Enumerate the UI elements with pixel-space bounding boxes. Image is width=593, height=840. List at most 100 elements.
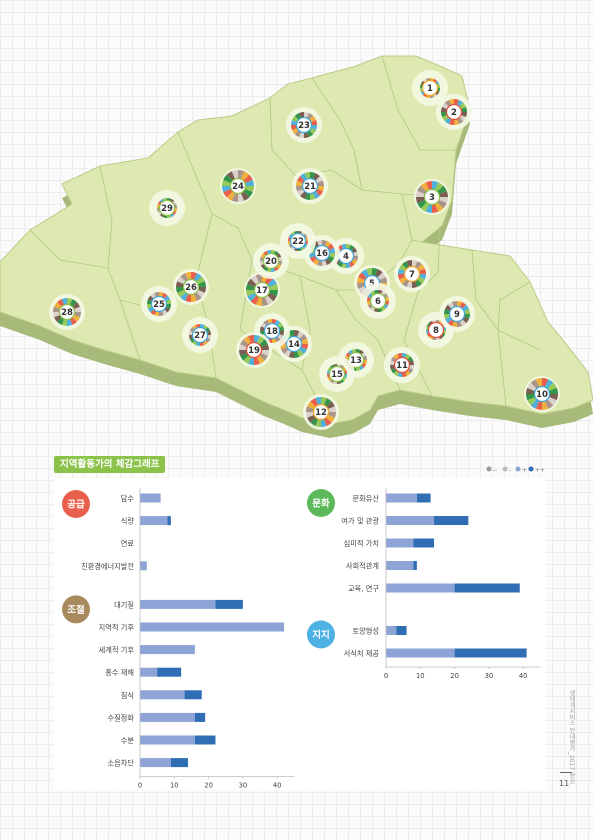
bar-segment <box>194 735 216 745</box>
bar-segment <box>140 712 195 722</box>
bar-segment <box>386 583 455 593</box>
map-marker-1: 1 <box>412 70 448 106</box>
map-marker-19: 19 <box>236 332 272 368</box>
map-marker-25: 25 <box>141 286 177 322</box>
marker-label: 22 <box>292 237 304 247</box>
bar-label: 침식 <box>121 691 134 700</box>
marker-label: 15 <box>331 370 343 380</box>
bar-label: 토양형성 <box>353 627 379 636</box>
bar-label: 사회적관계 <box>346 562 379 571</box>
marker-label: 18 <box>266 327 278 337</box>
map-marker-15: 15 <box>319 356 355 392</box>
bar-segment <box>140 493 161 503</box>
side-caption: 생태계서비스 안내평가_2017 원산 <box>568 690 575 785</box>
svg-text:공급: 공급 <box>67 500 85 511</box>
x-tick-label: 40 <box>273 782 282 790</box>
marker-label: 5 <box>369 279 375 289</box>
marker-label: 6 <box>375 297 381 307</box>
map-marker-3: 3 <box>414 179 450 215</box>
bar-segment <box>194 712 206 722</box>
marker-label: 11 <box>396 361 408 371</box>
svg-text:지지: 지지 <box>312 629 329 641</box>
bar-segment <box>434 516 469 525</box>
marker-label: 13 <box>350 356 362 366</box>
marker-label: 19 <box>248 346 260 356</box>
bar-segment <box>140 758 171 768</box>
bar-segment <box>140 645 195 655</box>
bar-segment <box>170 758 189 768</box>
svg-text:--: -- <box>493 467 497 474</box>
marker-label: 20 <box>265 257 277 267</box>
map-marker-24: 24 <box>220 168 256 204</box>
bar-segment <box>386 493 417 503</box>
map-marker-11: 11 <box>384 347 420 383</box>
map-border-line <box>497 281 541 351</box>
map-marker-22: 22 <box>280 223 316 259</box>
marker-label: 14 <box>288 340 300 350</box>
chart-panel <box>54 478 546 790</box>
marker-label: 16 <box>316 249 328 259</box>
bar-label: 친환경에너지발전 <box>81 562 134 571</box>
x-tick-label: 20 <box>204 782 213 790</box>
svg-text:+: + <box>522 467 527 474</box>
map-marker-9: 9 <box>439 296 475 332</box>
bar-segment <box>413 538 435 548</box>
svg-text:-: - <box>509 467 511 474</box>
marker-label: 2 <box>451 108 457 118</box>
bar-segment <box>140 735 195 745</box>
bar-segment <box>140 690 185 700</box>
map-border-line <box>311 77 363 191</box>
x-tick-label: 30 <box>485 672 494 680</box>
bar-label: 지역적 기후 <box>99 623 135 632</box>
bar-segment <box>140 516 168 526</box>
group-badge-문화: 문화 <box>307 489 335 517</box>
bar-segment <box>215 599 243 609</box>
x-tick-label: 30 <box>239 782 248 790</box>
bar-segment <box>386 648 455 658</box>
bar-label: 수분 <box>121 736 135 745</box>
regional-map: 1234567891011121314151617181920212223242… <box>0 55 593 438</box>
map-marker-8: 8 <box>418 312 454 348</box>
map-marker-12: 12 <box>303 394 339 430</box>
legend-item-double-plus: ++ <box>528 466 545 474</box>
marker-label: 21 <box>304 182 316 192</box>
bar-segment <box>386 626 397 635</box>
marker-label: 24 <box>232 182 244 192</box>
x-tick-label: 0 <box>384 672 388 680</box>
marker-label: 8 <box>433 326 439 336</box>
marker-label: 23 <box>298 121 310 131</box>
marker-label: 9 <box>454 310 460 320</box>
page-number: 11 <box>559 779 570 788</box>
bar-segment <box>416 493 431 503</box>
marker-label: 29 <box>161 204 173 214</box>
bar-segment <box>386 516 435 525</box>
bar-segment <box>413 561 417 570</box>
marker-label: 25 <box>153 300 165 310</box>
svg-text:조절: 조절 <box>67 604 85 616</box>
bar-label: 서식처 제공 <box>344 649 380 658</box>
map-marker-28: 28 <box>49 294 85 330</box>
chart-title: 지역활동가의 체감그래프 <box>54 456 166 473</box>
marker-label: 28 <box>61 308 73 318</box>
marker-label: 1 <box>427 84 433 94</box>
map-border-line <box>381 55 456 151</box>
map-marker-2: 2 <box>436 94 472 130</box>
x-tick-label: 10 <box>170 782 179 790</box>
legend-item-double-minus: -- <box>486 466 497 474</box>
x-tick-label: 0 <box>138 782 142 790</box>
bar-label: 여가 및 관광 <box>341 517 379 526</box>
map-marker-6: 6 <box>360 283 396 319</box>
svg-text:문화: 문화 <box>312 498 330 510</box>
bar-segment <box>396 626 407 635</box>
legend-item-plus: + <box>515 466 527 474</box>
marker-label: 10 <box>536 390 548 400</box>
bar-segment <box>140 622 285 632</box>
map-marker-21: 21 <box>292 168 328 204</box>
bar-label: 교육, 연구 <box>348 584 379 593</box>
bar-segment <box>454 583 520 593</box>
map-marker-13: 13 <box>338 342 374 378</box>
marker-label: 27 <box>194 331 206 341</box>
footer-rule <box>560 772 572 773</box>
map-border-line <box>251 259 401 391</box>
marker-label: 17 <box>256 286 268 296</box>
